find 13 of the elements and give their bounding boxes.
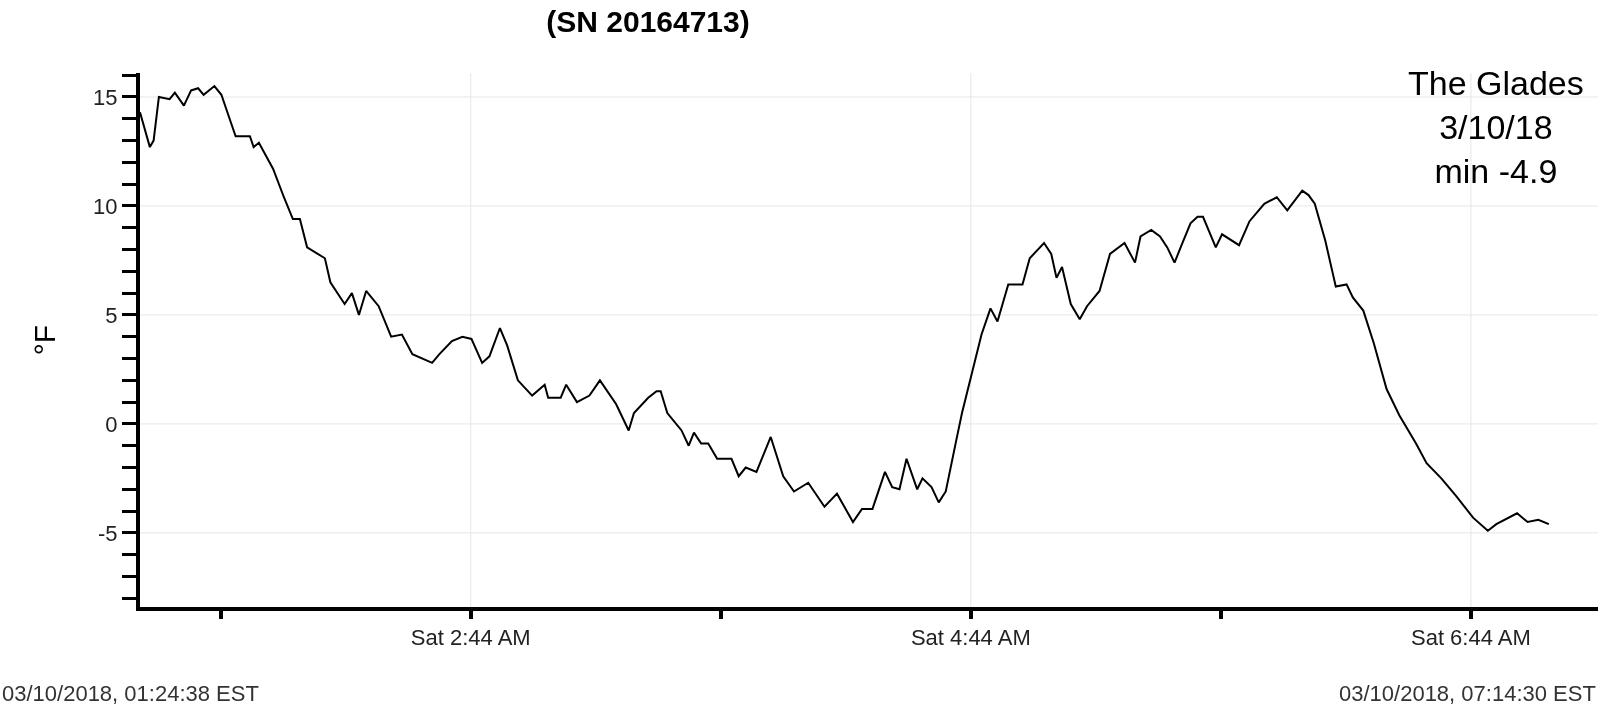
text: 03/10/2018, 01:24:38 EST — [2, 681, 259, 706]
y-tick-label: 0 — [105, 411, 118, 437]
x-tick-label: Sat 6:44 AM — [1410, 625, 1531, 651]
y-axis-title: °F — [27, 324, 61, 356]
y-tick-label: -5 — [98, 520, 118, 546]
text: 03/10/2018, 07:14:30 EST — [1339, 681, 1596, 706]
x-tick-label: Sat 2:44 AM — [410, 625, 531, 651]
x-tick-label: Sat 4:44 AM — [910, 625, 1031, 651]
chart-title: (SN 20164713) — [546, 4, 750, 38]
y-tick-label: 15 — [93, 84, 118, 110]
y-tick-label: 10 — [93, 193, 118, 219]
y-tick-label: 5 — [105, 302, 118, 328]
annotation: The Glades 3/10/18 min -4.9 — [1408, 64, 1584, 191]
